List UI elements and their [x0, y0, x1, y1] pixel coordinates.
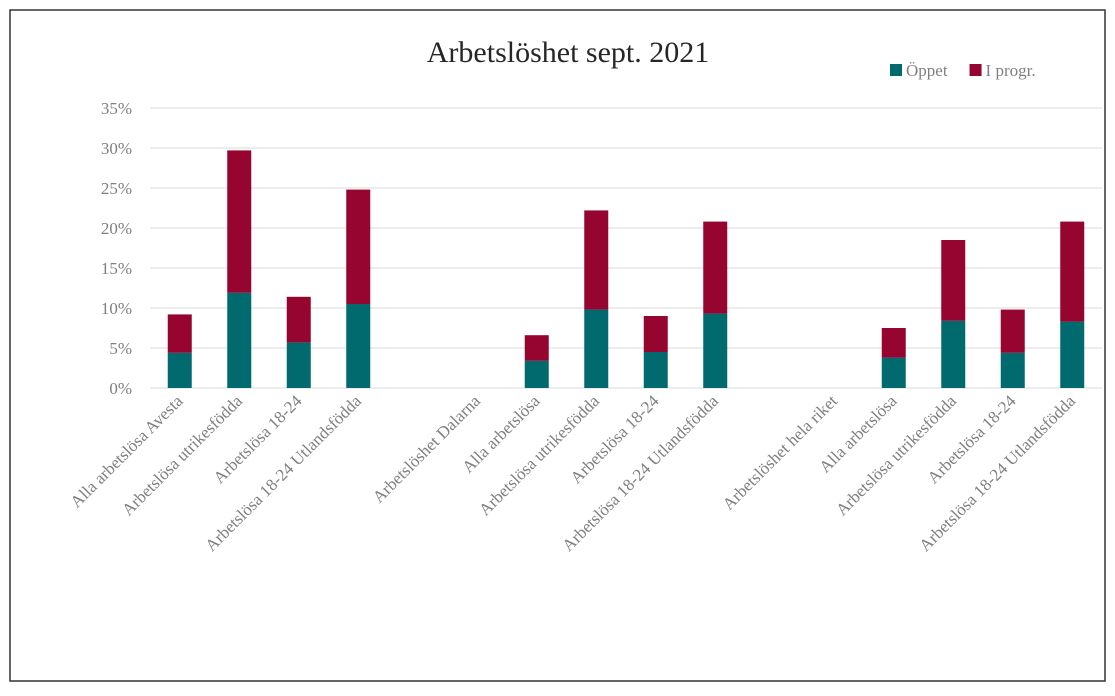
bar-segment — [524, 360, 549, 388]
legend-swatch — [969, 64, 982, 76]
bar-segment — [167, 314, 192, 353]
bar-segment — [1060, 221, 1085, 322]
bar-segment — [643, 316, 668, 352]
y-tick-label: 15% — [101, 259, 132, 278]
legend-swatch — [890, 64, 902, 76]
y-tick-label: 25% — [101, 179, 132, 198]
bar-segment — [346, 189, 371, 304]
y-tick-label: 30% — [101, 139, 132, 158]
bar-segment — [941, 320, 966, 388]
bar-segment — [584, 309, 609, 388]
bar-segment — [881, 357, 906, 388]
y-tick-label: 5% — [109, 339, 132, 358]
bar-segment — [524, 335, 549, 361]
bar-segment — [1060, 321, 1085, 388]
chart-frame — [9, 9, 1106, 682]
bar-segment — [167, 352, 192, 388]
bar-segment — [286, 342, 311, 388]
y-tick-label: 20% — [101, 219, 132, 238]
y-tick-label: 10% — [101, 299, 132, 318]
bar-segment — [881, 328, 906, 358]
bar-segment — [1000, 309, 1025, 353]
y-tick-label: 0% — [109, 379, 132, 398]
bar-segment — [346, 304, 371, 388]
y-tick-label: 35% — [101, 99, 132, 118]
chart-title: Arbetslöshet sept. 2021 — [427, 36, 709, 69]
bar-segment — [227, 150, 252, 293]
bar-segment — [227, 292, 252, 388]
bar-segment — [941, 240, 966, 321]
bar-segment — [703, 221, 728, 314]
bar-segment — [286, 296, 311, 343]
legend-label: Öppet — [906, 61, 948, 80]
bar-segment — [1000, 352, 1025, 388]
bar-segment — [703, 313, 728, 388]
bar-segment — [643, 352, 668, 388]
legend-label: I progr. — [986, 61, 1036, 80]
bar-segment — [584, 210, 609, 310]
